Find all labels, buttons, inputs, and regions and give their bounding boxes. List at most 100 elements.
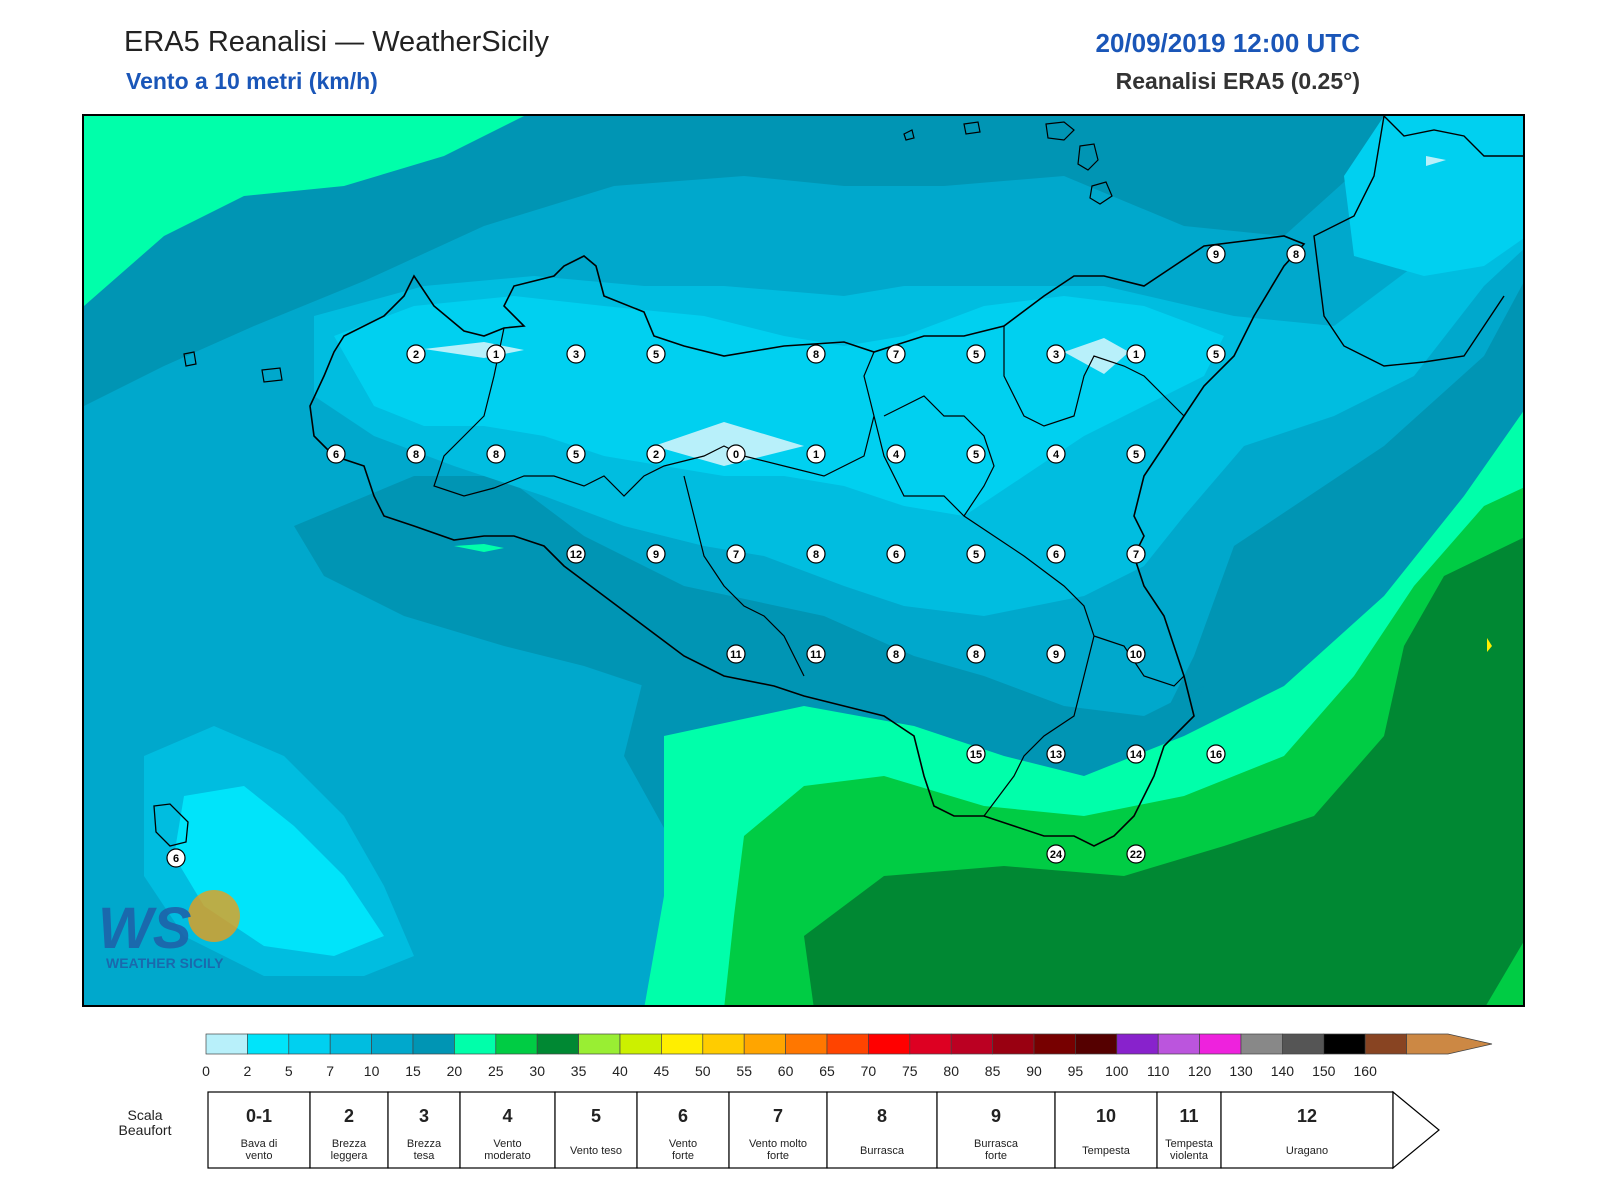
station-value: 5 (653, 349, 659, 361)
aeolian-island-3 (1045, 121, 1075, 141)
wind-band-2-5 (334, 296, 1224, 516)
station-marker: 13 (1046, 744, 1066, 764)
colorbar-swatch (1075, 1033, 1118, 1055)
colorbar-swatch (247, 1033, 290, 1055)
beaufort-arrow (1392, 1090, 1440, 1170)
station-marker: 15 (966, 744, 986, 764)
colorbar-swatch (1116, 1033, 1159, 1055)
wind-band-10-15-south (294, 476, 1204, 766)
ustica-island (183, 351, 197, 367)
station-value: 10 (1130, 649, 1142, 661)
beaufort-desc: Vento molto (749, 1138, 807, 1150)
station-value: 5 (973, 549, 979, 561)
map-subtitle: Vento a 10 metri (km/h) (126, 68, 378, 94)
station-value: 4 (1053, 449, 1060, 461)
colorbar-swatch (1364, 1033, 1407, 1055)
station-marker: 8 (966, 644, 986, 664)
colorbar-swatch (412, 1033, 455, 1055)
map-marker-east (1487, 638, 1492, 652)
wind-band-2-5-ne (1344, 116, 1523, 276)
station-value: 9 (653, 549, 659, 561)
beaufort-scale-label: Scala Beaufort (100, 1108, 190, 1138)
station-marker: 2 (646, 444, 666, 464)
beaufort-desc: forte (985, 1150, 1007, 1162)
station-value: 11 (730, 649, 742, 661)
station-value: 14 (1130, 749, 1143, 761)
station-marker: 6 (166, 848, 186, 868)
station-value: 8 (493, 449, 499, 461)
station-value: 2 (653, 449, 659, 461)
colorbar-tick-label: 0 (202, 1063, 210, 1079)
beaufort-number: 4 (502, 1106, 512, 1126)
station-value: 8 (813, 549, 819, 561)
station-value: 6 (893, 549, 899, 561)
colorbar-tick-label: 100 (1105, 1063, 1129, 1079)
colorbar-swatch (743, 1033, 786, 1055)
beaufort-desc: Brezza (407, 1138, 442, 1150)
beaufort-desc: leggera (331, 1150, 369, 1162)
colorbar-tick-label: 70 (861, 1063, 877, 1079)
colorbar-swatch (371, 1033, 414, 1055)
pantelleria-island (153, 803, 189, 847)
colorbar-swatch (909, 1033, 952, 1055)
beaufort-number: 11 (1179, 1106, 1198, 1126)
station-marker: 22 (1126, 844, 1146, 864)
station-marker: 7 (886, 344, 906, 364)
beaufort-number: 5 (591, 1106, 601, 1126)
station-value: 5 (573, 449, 579, 461)
aeolian-island-1 (903, 129, 915, 141)
station-marker: 10 (1126, 644, 1146, 664)
colorbar-swatch (495, 1033, 538, 1055)
beaufort-desc: Vento teso (570, 1145, 622, 1157)
colorbar-tick-label: 75 (902, 1063, 918, 1079)
colorbar-swatch (1199, 1033, 1242, 1055)
station-marker: 12 (566, 544, 586, 564)
station-marker: 8 (486, 444, 506, 464)
colorbar-swatch (1282, 1033, 1325, 1055)
colorbar-tick-label: 95 (1068, 1063, 1084, 1079)
colorbar-swatch (661, 1033, 704, 1055)
province-borders (433, 326, 1185, 817)
beaufort-desc: Bava di (241, 1138, 278, 1150)
beaufort-number: 2 (344, 1106, 354, 1126)
station-marker: 0 (726, 444, 746, 464)
station-marker: 11 (726, 644, 746, 664)
station-marker: 5 (646, 344, 666, 364)
station-value: 5 (973, 349, 979, 361)
colorbar-tick-label: 25 (488, 1063, 504, 1079)
beaufort-number: 6 (678, 1106, 688, 1126)
colorbar-swatch (1033, 1033, 1076, 1055)
station-marker: 8 (806, 344, 826, 364)
beaufort-cell: 8 Burrasca (826, 1091, 938, 1169)
station-marker: 5 (966, 544, 986, 564)
station-marker: 1 (806, 444, 826, 464)
station-marker: 5 (966, 344, 986, 364)
egadi-island (261, 367, 283, 383)
map-title: ERA5 Reanalisi — WeatherSicily (124, 26, 549, 58)
beaufort-desc: forte (767, 1150, 789, 1162)
station-marker: 6 (326, 444, 346, 464)
station-value: 8 (413, 449, 419, 461)
beaufort-number: 0-1 (246, 1106, 272, 1126)
colorbar-swatch (454, 1033, 497, 1055)
station-value: 5 (973, 449, 979, 461)
station-value: 6 (333, 449, 339, 461)
beaufort-number: 12 (1297, 1106, 1317, 1126)
station-value: 6 (173, 853, 179, 865)
aeolian-island-5 (1089, 181, 1113, 205)
calabria-coastline (1313, 116, 1523, 367)
beaufort-desc: Burrasca (974, 1138, 1019, 1150)
station-value: 5 (1213, 349, 1219, 361)
wind-colorbar: 0 2 5 7 10 15 20 25 30 35 40 45 50 55 60 65 70 75 80 85 90 95… (202, 1033, 1493, 1079)
aeolian-island-4 (1077, 143, 1099, 171)
logo-letters: WS (98, 896, 192, 961)
colorbar-swatch (1240, 1033, 1283, 1055)
station-value: 8 (813, 349, 819, 361)
station-marker: 8 (886, 644, 906, 664)
colorbar-tick-label: 20 (447, 1063, 463, 1079)
station-value: 8 (893, 649, 899, 661)
